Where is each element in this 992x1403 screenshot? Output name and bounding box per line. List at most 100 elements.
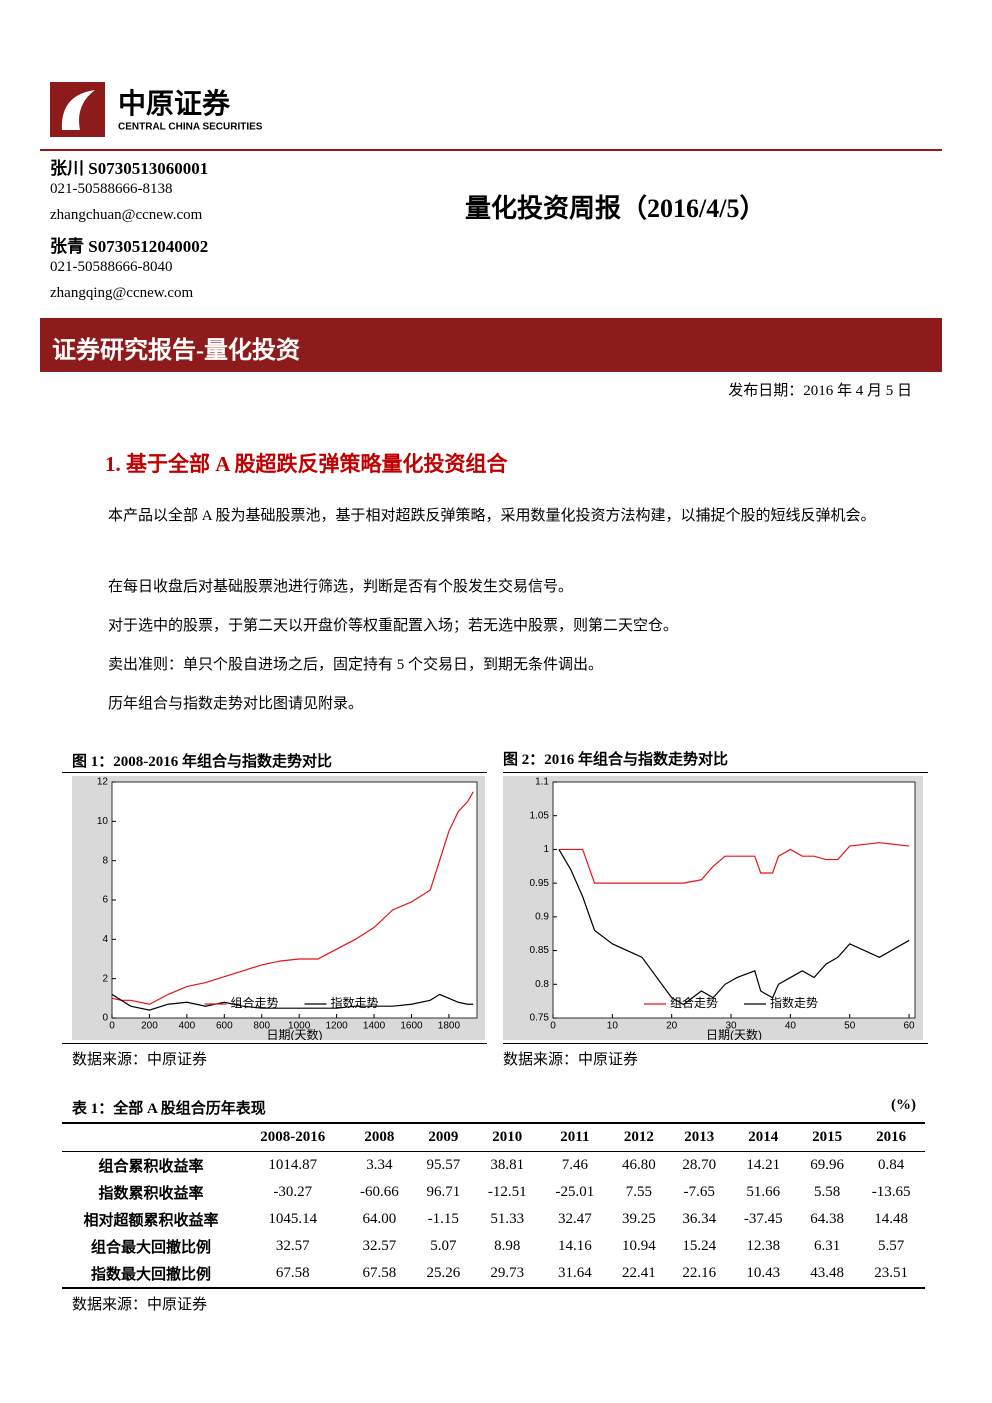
figure-source: 数据来源：中原证券 [503,1052,639,1068]
author-email: zhangqing@ccnew.com [50,285,194,301]
y-tick-label: 0.75 [530,1013,550,1024]
logo-cn: 中原证券 [118,87,231,120]
cell: 64.00 [362,1211,397,1227]
cell: -60.66 [359,1184,399,1200]
cell: 31.64 [558,1265,592,1281]
rule [62,772,487,773]
paragraph: 对于选中的股票，于第二天以开盘价等权重配置入场；若无选中股票，则第二天空仓。 [108,618,679,634]
cell: 5.07 [430,1238,457,1254]
x-tick-label: 1200 [325,1021,348,1032]
table-row: 组合最大回撤比例 32.57 32.57 5.07 8.98 14.16 10.94 15.2… [62,1233,925,1260]
cell: 95.57 [426,1157,461,1173]
cell: 32.57 [362,1238,397,1254]
paragraph: 本产品以全部 A 股为基础股票池，基于相对超跌反弹策略，采用数量化投资方法构建，… [108,508,876,524]
table-row: 相对超额累积收益率 1045.14 64.00 -1.15 51.33 32.47 39.2… [62,1206,925,1233]
header-cell: 2015 [812,1129,843,1145]
cell: 67.58 [275,1265,310,1281]
row-label: 组合最大回撤比例 [90,1240,211,1256]
row-label: 指数累积收益率 [98,1186,204,1202]
cell: 1014.87 [268,1157,318,1173]
cell: 64.38 [810,1211,845,1227]
author-name: 张青 S0730512040002 [50,237,209,256]
y-tick-label: 0.8 [535,979,549,990]
paragraph: 在每日收盘后对基础股票池进行筛选，判断是否有个股发生交易信号。 [108,579,574,595]
plot-area [552,781,916,1019]
banner [40,318,942,372]
x-tick-label: 800 [253,1021,270,1032]
cell: 22.16 [682,1265,717,1281]
header-cell: 2008 [364,1129,395,1145]
cell: -25.01 [555,1184,595,1200]
x-tick-label: 50 [844,1021,856,1032]
legend-label: 指数走势 [770,995,818,1010]
x-tick-label: 30 [725,1021,737,1032]
author-email: zhangchuan@ccnew.com [50,207,203,223]
paragraph: 历年组合与指数走势对比图请见附录。 [108,696,364,712]
row-label: 相对超额累积收益率 [83,1213,219,1229]
rule [503,772,928,773]
cell: -12.51 [487,1184,527,1200]
cell: 69.96 [810,1157,845,1173]
y-tick-label: 1.1 [535,777,549,788]
cell: 5.58 [814,1184,841,1200]
cell: 1045.14 [268,1211,318,1227]
cell: 23.51 [874,1265,909,1281]
table-unit: (%) [891,1097,916,1113]
cell: 14.16 [558,1238,592,1254]
header-cell: 2011 [560,1129,590,1145]
table-row: 指数最大回撤比例 67.58 67.58 25.26 29.73 31.64 22.41 22… [62,1260,925,1288]
table: 2008-2016 2008 2009 2010 2011 2012 2013 2014 201… [62,1122,925,1289]
header-cell: 2014 [748,1129,779,1145]
cell: 39.25 [621,1211,656,1227]
header-cell: 2012 [623,1129,654,1145]
figure-caption: 图 2：2016 年组合与指数走势对比 [503,752,729,768]
cell: 7.55 [625,1184,652,1200]
chart: 0 200 400 600 800 1000 1200 1400 1600 1800 0 2 4 6 8 10… [72,776,485,1040]
x-tick-label: 1600 [400,1021,423,1032]
cell: 5.57 [878,1238,905,1254]
cell: 29.73 [490,1265,525,1281]
author-phone: 021-50588666-8138 [50,181,173,197]
y-tick-label: 0.9 [535,911,549,922]
cell: 7.46 [561,1157,589,1173]
y-tick-label: 6 [102,895,108,906]
x-axis-label: 日期(天数) [267,1027,323,1040]
cell: 96.71 [426,1184,461,1200]
header-cell [62,1123,240,1152]
y-tick-label: 4 [102,934,108,945]
cell: 10.94 [621,1238,656,1254]
cell: 46.80 [621,1157,656,1173]
cell: 22.41 [621,1265,656,1281]
y-tick-label: 0.85 [530,945,550,956]
cell: 36.34 [682,1211,717,1227]
y-tick-label: 8 [102,855,108,866]
x-tick-label: 1000 [288,1021,311,1032]
cell: -37.45 [743,1211,783,1227]
y-tick-label: 2 [102,973,108,984]
rule [40,149,942,151]
x-tick-label: 0 [550,1021,556,1032]
y-tick-label: 0 [102,1013,108,1024]
x-tick-label: 60 [904,1021,916,1032]
legend-label: 组合走势 [231,995,279,1010]
x-tick-label: 20 [666,1021,678,1032]
header-cell: 2009 [428,1129,459,1145]
plot-area [111,781,478,1019]
cell: 8.98 [494,1238,521,1254]
cell: 51.66 [746,1184,781,1200]
cell: -1.15 [427,1211,459,1227]
header-cell: 2016 [876,1129,907,1145]
cell: 10.43 [746,1265,781,1281]
paragraph: 卖出准则：单只个股自进场之后，固定持有 5 个交易日，到期无条件调出。 [108,657,604,673]
date: 发布日期：2016 年 4 月 5 日 [728,383,912,399]
cell: 12.38 [746,1238,781,1254]
x-tick-label: 200 [141,1021,158,1032]
x-tick-label: 10 [607,1021,619,1032]
y-tick-label: 10 [97,816,109,827]
cell: 32.47 [558,1211,592,1227]
cell: 14.48 [874,1211,909,1227]
legend-label: 组合走势 [670,995,718,1010]
cell: 14.21 [746,1157,781,1173]
logo-en: CENTRAL CHINA SECURITIES [118,122,263,133]
